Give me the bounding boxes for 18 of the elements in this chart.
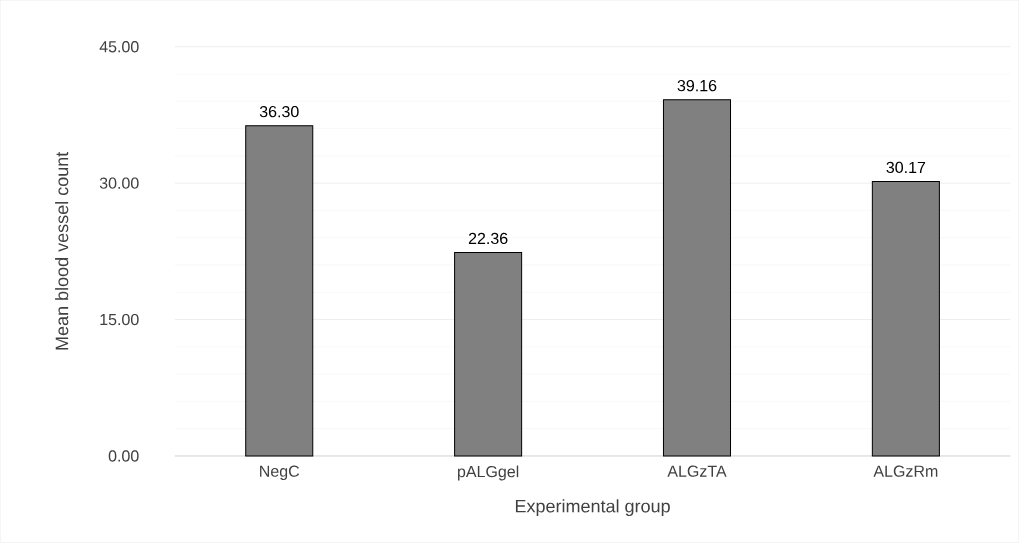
x-tick-label: NegC [260, 465, 300, 481]
x-tick-label: pALGgel [458, 465, 519, 481]
data-label: 30.17 [886, 161, 926, 174]
x-tick-label: ALGzTA [667, 465, 727, 477]
y-tick-label: 0.00 [108, 450, 139, 462]
x-tick-label: ALGzRm [873, 465, 938, 477]
bar [871, 181, 940, 457]
data-label: 39.16 [677, 80, 717, 92]
y-tick-label: 15.00 [100, 314, 139, 326]
x-axis-title: Experimental group [515, 499, 670, 517]
bar [245, 125, 314, 457]
y-tick-label: 30.00 [99, 177, 139, 189]
bar [662, 99, 732, 457]
data-label: 36.30 [259, 106, 299, 118]
data-label: 22.36 [468, 232, 508, 245]
y-axis-title: Mean blood vessel count [55, 152, 69, 350]
y-tick-label: 45.00 [99, 41, 139, 53]
bar [454, 252, 523, 457]
